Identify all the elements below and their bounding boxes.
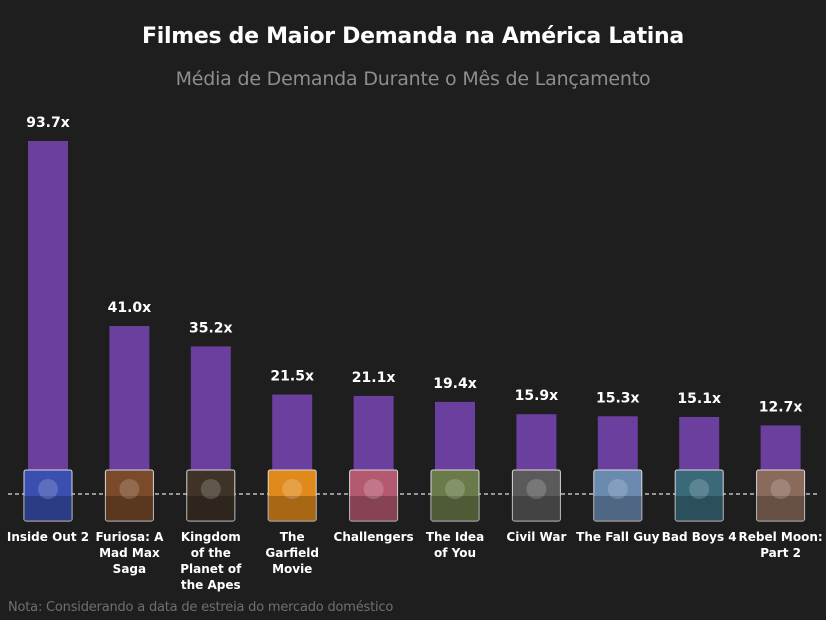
poster-figure	[119, 479, 140, 499]
poster-shade	[105, 496, 154, 521]
category-label-the-idea-of-you: The Idea of You	[426, 530, 484, 560]
poster-frame	[23, 469, 73, 522]
poster-the-fall-guy	[593, 469, 643, 522]
category-label-bad-boys-4: Bad Boys 4	[662, 530, 737, 544]
chart-subtitle: Média de Demanda Durante o Mês de Lançam…	[175, 68, 651, 90]
category-label-line: Mad Max	[99, 546, 160, 560]
category-label-furiosa-a-mad-max-saga: Furiosa: A Mad Max Saga	[95, 530, 164, 576]
value-label-inside-out-2: 93.7x	[26, 115, 70, 131]
value-label-the-fall-guy: 15.3x	[596, 390, 640, 406]
poster-kingdom-of-the-planet-of-the-apes	[186, 469, 236, 522]
category-label-line: Part 2	[760, 546, 801, 560]
value-label-the-garfield-movie: 21.5x	[270, 369, 314, 385]
poster-civil-war	[511, 469, 561, 522]
poster-frame	[511, 469, 561, 522]
poster-frame	[186, 469, 236, 522]
category-label-line: of You	[434, 546, 476, 560]
category-label-line: Civil War	[506, 530, 566, 544]
poster-figure	[282, 479, 303, 499]
poster-frame	[104, 469, 154, 522]
value-label-challengers: 21.1x	[352, 370, 396, 386]
category-label-line: the Apes	[181, 578, 241, 592]
poster-furiosa-a-mad-max-saga	[104, 469, 154, 522]
footnote: Nota: Considerando a data de estreia do …	[8, 600, 394, 615]
poster-figure	[445, 479, 465, 499]
poster-shade	[512, 496, 561, 521]
category-label-line: Challengers	[334, 530, 414, 544]
poster-frame	[756, 469, 806, 522]
category-label-line: Bad Boys 4	[662, 530, 737, 544]
poster-frame	[674, 469, 724, 522]
bar-furiosa-a-mad-max-saga	[109, 326, 150, 470]
category-label-line: Inside Out 2	[7, 530, 89, 544]
category-label-line: The Idea	[426, 530, 484, 544]
poster-shade	[675, 496, 724, 521]
poster-inside-out-2	[23, 469, 73, 522]
category-label-line: Planet of	[180, 562, 242, 576]
bar-the-garfield-movie	[272, 394, 313, 470]
poster-figure	[526, 479, 547, 499]
poster-challengers	[349, 469, 399, 522]
value-label-the-idea-of-you: 19.4x	[433, 376, 477, 392]
bar-civil-war	[516, 414, 557, 470]
category-label-challengers: Challengers	[334, 530, 414, 544]
category-label-line: Furiosa: A	[95, 530, 164, 544]
category-label-inside-out-2: Inside Out 2	[7, 530, 89, 544]
category-label-line: Rebel Moon:	[739, 530, 823, 544]
poster-shade	[24, 496, 72, 521]
bar-kingdom-of-the-planet-of-the-apes	[190, 346, 231, 470]
category-label-the-garfield-movie: The Garfield Movie	[265, 530, 319, 576]
value-label-furiosa-a-mad-max-saga: 41.0x	[108, 300, 152, 316]
poster-figure	[770, 479, 791, 499]
poster-figure	[200, 479, 221, 499]
poster-bad-boys-4	[674, 469, 724, 522]
category-label-the-fall-guy: The Fall Guy	[576, 530, 659, 544]
category-label-line: of the	[191, 546, 231, 560]
category-label-line: Saga	[113, 562, 146, 576]
poster-frame	[430, 469, 480, 522]
poster-frame	[267, 469, 317, 522]
poster-the-idea-of-you	[430, 469, 480, 522]
poster-figure	[363, 479, 384, 499]
poster-shade	[186, 496, 235, 521]
chart-title: Filmes de Maior Demanda na América Latin…	[142, 24, 684, 49]
poster-figure	[689, 479, 710, 499]
poster-the-garfield-movie	[267, 469, 317, 522]
value-label-kingdom-of-the-planet-of-the-apes: 35.2x	[189, 320, 233, 336]
category-label-line: Garfield	[265, 546, 319, 560]
bar-the-fall-guy	[597, 416, 638, 470]
category-label-line: Movie	[272, 562, 312, 576]
poster-frame	[349, 469, 399, 522]
value-label-rebel-moon-part-2: 12.7x	[759, 399, 803, 415]
poster-frame	[593, 469, 643, 522]
bar-challengers	[353, 395, 394, 470]
poster-figure	[607, 479, 628, 499]
bar-inside-out-2	[28, 141, 68, 470]
value-label-civil-war: 15.9x	[515, 388, 559, 404]
category-label-line: The	[280, 530, 305, 544]
bar-chart: 93.7x Inside Out 2 41.0x Furiosa: A Mad Max S…	[7, 115, 823, 592]
category-label-rebel-moon-part-2: Rebel Moon: Part 2	[739, 530, 823, 560]
category-label-civil-war: Civil War	[506, 530, 566, 544]
category-label-kingdom-of-the-planet-of-the-apes: Kingdom of the Planet of the Apes	[180, 530, 242, 592]
poster-shade	[593, 496, 642, 521]
bar-the-idea-of-you	[435, 401, 475, 470]
value-label-bad-boys-4: 15.1x	[677, 391, 721, 407]
poster-shade	[756, 496, 805, 521]
poster-shade	[431, 496, 479, 521]
poster-figure	[38, 479, 58, 499]
category-label-line: The Fall Guy	[576, 530, 659, 544]
category-label-line: Kingdom	[181, 530, 241, 544]
bar-rebel-moon-part-2	[760, 425, 801, 470]
bar-bad-boys-4	[679, 416, 720, 470]
poster-rebel-moon-part-2	[756, 469, 806, 522]
poster-shade	[268, 496, 317, 521]
poster-shade	[349, 496, 398, 521]
